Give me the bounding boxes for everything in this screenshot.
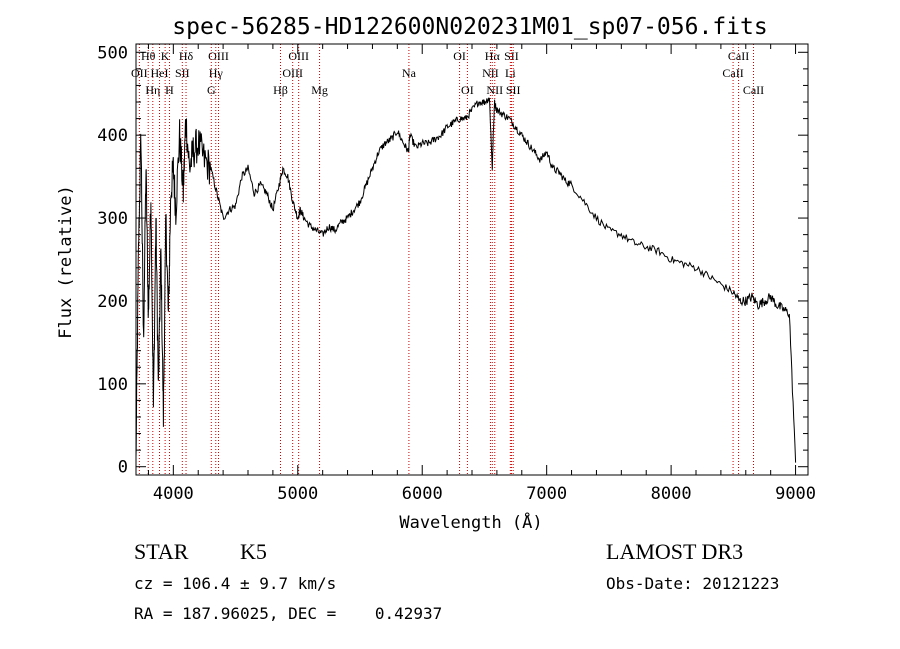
spectral-line-label: HeI	[151, 66, 169, 80]
y-tick-label: 0	[118, 458, 128, 478]
y-tick-label: 200	[97, 292, 128, 312]
spectral-line-label: OIII	[282, 66, 303, 80]
x-tick-label: 6000	[402, 484, 443, 504]
axes: 4000 5000 6000 7000 8000 9000 0 100 200 300 400 500	[97, 43, 816, 504]
spectral-line-label: OIII	[208, 49, 229, 63]
spectral-line-label: OII	[131, 66, 148, 80]
spectral-line-label: Li	[505, 66, 516, 80]
spectral-line-label: SII	[175, 66, 190, 80]
spectral-line-label: Mg	[311, 83, 328, 97]
coords-label: RA = 187.96025, DEC = 0.42937	[134, 604, 443, 623]
spectral-line-label: Hα	[485, 49, 501, 63]
y-tick-label: 100	[97, 375, 128, 395]
spectral-line-label: Na	[402, 66, 417, 80]
spectral-line-label: NII	[482, 66, 499, 80]
spectral-line-label: OI	[461, 83, 474, 97]
spectral-line-label: H	[165, 83, 174, 97]
subclass-label: K5	[240, 539, 267, 564]
chart-title: spec-56285-HD122600N020231M01_sp07-056.f…	[172, 14, 767, 40]
obs-date-label: Obs-Date: 20121223	[606, 574, 780, 593]
y-axis-label: Flux (relative)	[56, 185, 76, 339]
survey-label: LAMOST DR3	[606, 539, 744, 564]
spectral-line-label: CaII	[722, 66, 743, 80]
spectral-line-label: Hγ	[209, 66, 224, 80]
x-tick-label: 9000	[775, 484, 816, 504]
x-axis-label: Wavelength (Å)	[399, 511, 542, 533]
spectral-line-label: NII	[486, 83, 503, 97]
spectral-line-label: OIII	[288, 49, 309, 63]
x-tick-label: 7000	[526, 484, 567, 504]
y-tick-label: 500	[97, 43, 128, 63]
spectral-line-label: Hβ	[273, 83, 288, 97]
spectral-line-label: K	[161, 49, 170, 63]
spectral-line-markers: OII Hθ Hη HeI K H Hδ SII OIII Hγ G Hβ OIII OIII Mg Na OI…	[131, 44, 764, 475]
x-tick-label: 5000	[277, 484, 318, 504]
spectrum-line	[135, 97, 797, 463]
spectral-line-label: Hη	[145, 83, 160, 97]
spectral-line-label: G	[207, 83, 216, 97]
spectral-line-label: Hθ	[141, 49, 156, 63]
y-tick-label: 400	[97, 126, 128, 146]
star-class-label: STAR	[134, 539, 189, 564]
spectral-line-label: SII	[504, 49, 519, 63]
spectral-line-label: CaII	[728, 49, 749, 63]
spectrum-series	[135, 97, 797, 463]
cz-label: cz = 106.4 ± 9.7 km/s	[134, 574, 337, 593]
spectral-line-label: OI	[453, 49, 466, 63]
spectral-line-label: Hδ	[179, 49, 194, 63]
spectral-line-label: CaII	[743, 83, 764, 97]
y-tick-label: 300	[97, 209, 128, 229]
x-tick-label: 8000	[651, 484, 692, 504]
spectral-line-label: SII	[506, 83, 521, 97]
x-tick-label: 4000	[153, 484, 194, 504]
